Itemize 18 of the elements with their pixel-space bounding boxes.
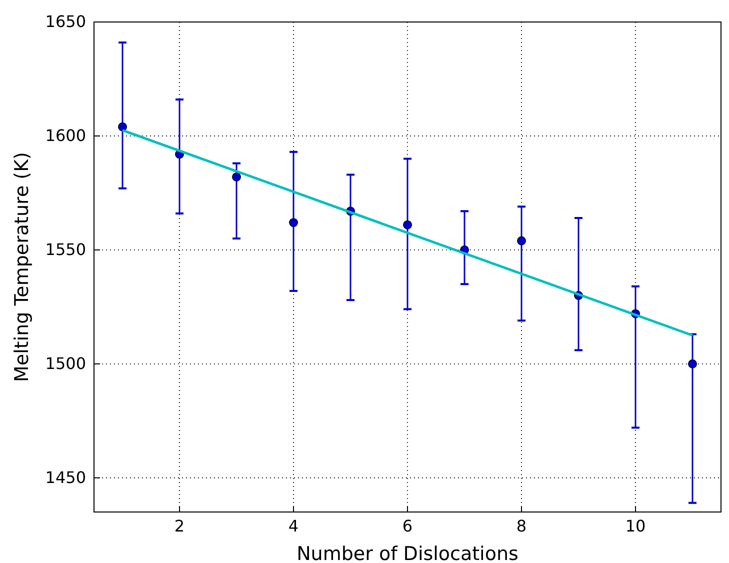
y-axis-title: Melting Temperature (K) [11,152,33,382]
y-tick-label: 1600 [45,126,86,146]
point [403,220,412,230]
point [232,172,241,182]
x-tick-label: 4 [288,516,299,536]
x-tick-label: 6 [402,516,413,536]
point [517,236,526,246]
x-axis-title: Number of Dislocations [296,543,518,563]
x-tick-label: 8 [516,516,527,536]
x-tick-label: 10 [625,516,646,536]
x-tick-label: 2 [174,516,185,536]
y-tick-label: 1450 [45,468,86,487]
y-tick-label: 1650 [45,12,86,32]
point [688,359,697,368]
point [118,122,127,132]
y-tick-label: 1550 [45,240,86,260]
y-tick-label: 1500 [45,354,86,373]
point [289,218,298,228]
